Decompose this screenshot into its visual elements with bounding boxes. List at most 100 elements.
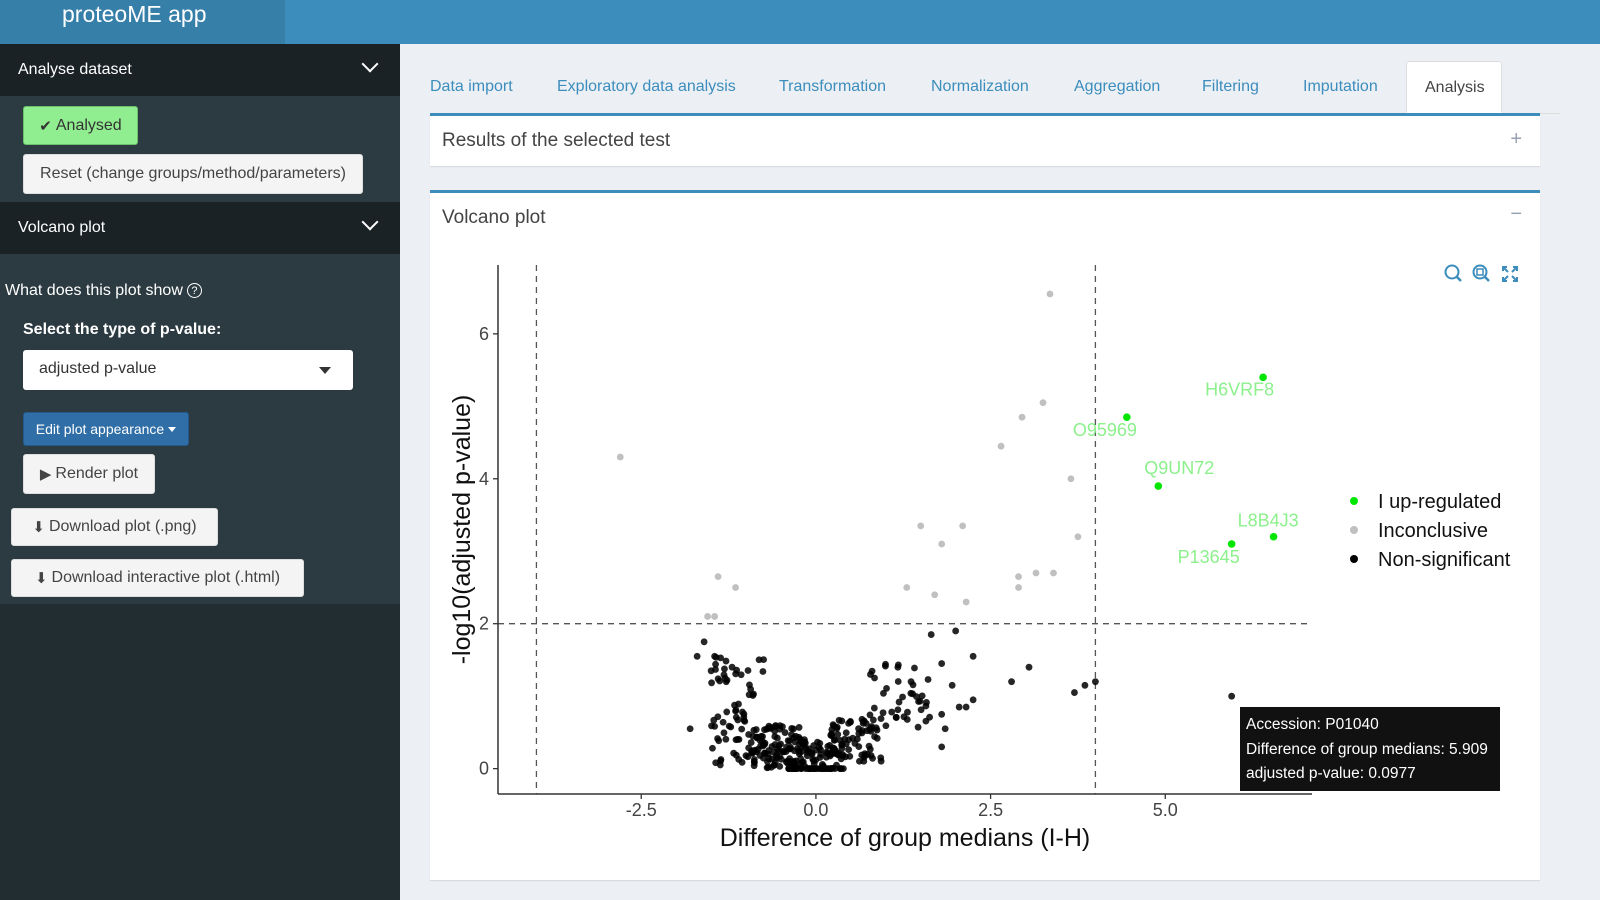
inconclusive-point [732, 584, 739, 591]
nonsig-point [764, 750, 772, 758]
nonsig-point [738, 725, 746, 733]
nonsig-point [904, 708, 911, 716]
nonsig-point [710, 716, 718, 724]
nonsig-point [711, 652, 719, 660]
render-plot-button[interactable]: ▶ Render plot [23, 454, 155, 494]
nonsig-point [737, 671, 745, 679]
analysed-button[interactable]: ✔ Analysed [23, 106, 138, 145]
y-tick-label: 4 [479, 469, 489, 489]
nonsig-point [842, 740, 850, 748]
nonsig-point [732, 707, 740, 715]
nonsig-point [755, 656, 763, 664]
nonsig-point [866, 725, 873, 733]
nonsig-point [748, 749, 756, 757]
nonsig-point [775, 742, 783, 750]
nonsig-point [734, 716, 742, 724]
nonsig-point [810, 760, 818, 768]
nonsig-point [839, 751, 847, 759]
tab-filtering[interactable]: Filtering [1202, 78, 1259, 95]
nonsig-point [938, 660, 946, 667]
zoom-icon[interactable] [1444, 264, 1462, 282]
nonsig-point [839, 765, 847, 773]
tab-exploratory[interactable]: Exploratory data analysis [557, 78, 736, 95]
nonsig-point [913, 693, 920, 701]
hover-tooltip: Accession: P01040 Difference of group me… [1240, 707, 1500, 791]
pvalue-select[interactable]: adjusted p-value [23, 350, 353, 390]
nonsig-point [1008, 678, 1015, 686]
tab-analysis[interactable]: Analysis [1406, 61, 1502, 113]
nonsig-point [780, 748, 788, 756]
upregulated-point [1269, 532, 1278, 541]
sidebar: Analyse dataset ✔ Analysed Reset (change … [0, 44, 400, 900]
nonsig-point [728, 663, 736, 671]
nonsig-point [816, 754, 824, 761]
tooltip-difference: Difference of group medians: 5.909 [1246, 740, 1488, 758]
nonsig-point [922, 717, 930, 725]
upregulated-point [1123, 413, 1131, 421]
nonsig-point [753, 734, 761, 742]
plot-points[interactable] [616, 290, 1278, 773]
edit-plot-appearance-button[interactable]: Edit plot appearance [23, 412, 189, 446]
nonsig-point [722, 657, 730, 665]
nonsig-point [907, 689, 915, 697]
help-icon[interactable]: ? [186, 283, 202, 299]
nonsig-point [799, 758, 807, 766]
tooltip-pvalue: adjusted p-value: 0.0977 [1246, 765, 1416, 782]
nonsig-point [735, 755, 743, 763]
nonsig-point [798, 765, 805, 773]
nonsig-point [938, 710, 946, 718]
reset-button[interactable]: Reset (change groups/method/parameters) [23, 154, 363, 194]
nonsig-point [927, 631, 935, 638]
x-axis-label: Difference of group medians (I-H) [720, 824, 1091, 852]
nonsig-point [686, 725, 694, 733]
x-tick-label: -2.5 [626, 800, 657, 820]
expand-plus-icon[interactable]: + [1510, 128, 1522, 150]
nonsig-point [792, 732, 800, 740]
nonsig-point [827, 765, 834, 773]
legend-entry: Inconclusive [1378, 520, 1488, 542]
sidebar-section-volcano[interactable]: Volcano plot [0, 202, 400, 254]
nonsig-point [830, 745, 838, 752]
nonsig-point [759, 668, 767, 675]
nonsig-point [969, 652, 977, 660]
tab-imputation[interactable]: Imputation [1303, 78, 1378, 95]
legend-swatch [1350, 555, 1358, 563]
download-png-button[interactable]: ⬇ Download plot (.png) [11, 508, 218, 546]
nonsig-point [747, 739, 755, 746]
app-title[interactable]: proteoME app [0, 0, 285, 44]
nonsig-point [871, 733, 878, 741]
nonsig-point [721, 665, 728, 673]
nonsig-point [952, 627, 960, 635]
collapse-minus-icon[interactable]: − [1510, 203, 1522, 225]
inconclusive-point [616, 453, 624, 461]
nonsig-point [892, 713, 900, 721]
tab-transformation[interactable]: Transformation [779, 78, 886, 95]
tab-normalization[interactable]: Normalization [931, 78, 1029, 95]
inconclusive-point [1050, 569, 1057, 577]
fullscreen-icon[interactable] [1502, 266, 1518, 282]
nonsig-point [784, 737, 792, 744]
zoom-reset-icon[interactable] [1472, 264, 1490, 282]
sidebar-section-analyse[interactable]: Analyse dataset [0, 44, 400, 96]
tab-data-import[interactable]: Data import [430, 78, 513, 95]
nonsig-point [1071, 689, 1078, 696]
nonsig-point [715, 737, 723, 745]
nonsig-point [870, 704, 878, 712]
nonsig-point [955, 703, 963, 711]
results-box-title: Results of the selected test [442, 130, 671, 151]
tab-aggregation[interactable]: Aggregation [1074, 78, 1161, 95]
help-link[interactable]: What does this plot show? [5, 282, 202, 300]
nonsig-point [773, 734, 781, 742]
nonsig-point [719, 718, 727, 726]
download-html-button[interactable]: ⬇ Download interactive plot (.html) [11, 559, 304, 597]
nonsig-point [752, 726, 760, 733]
plot-axes: -2.5 0.0 2.5 5.0 0 2 4 6 Difference of group med… [448, 265, 1312, 852]
nonsig-point [720, 729, 728, 737]
nonsig-point [869, 755, 876, 762]
nonsig-point [899, 693, 906, 701]
inconclusive-point [1067, 475, 1075, 483]
nonsig-point [916, 697, 924, 705]
nonsig-point [712, 660, 719, 668]
nonsig-point [803, 749, 811, 756]
